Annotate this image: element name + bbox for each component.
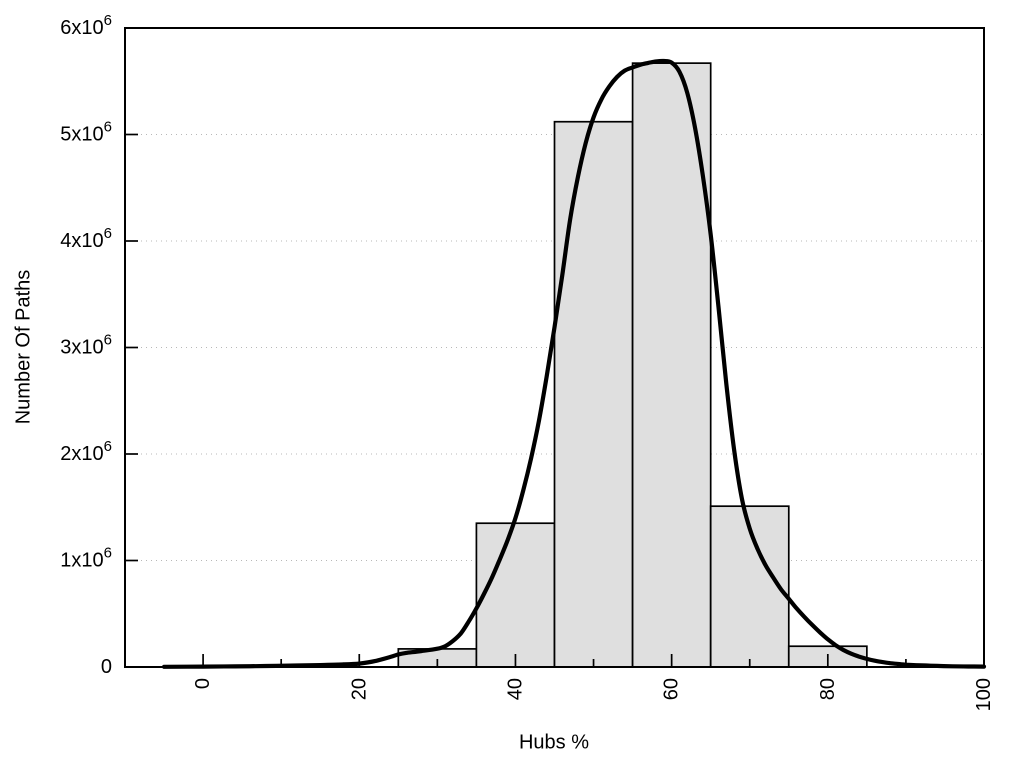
y-tick-label: 0 [101, 656, 112, 678]
x-axis-title: Hubs % [518, 731, 590, 754]
y-tick-label: 1x106 [60, 544, 112, 572]
x-tick-label: 100 [973, 678, 995, 711]
histogram-bar [631, 62, 712, 668]
y-axis-title: Number Of Paths [12, 269, 35, 425]
histogram-bar [553, 120, 634, 668]
x-tick-label: 20 [348, 678, 370, 700]
x-tick-label: 60 [661, 678, 683, 700]
x-tick-label: 40 [504, 678, 526, 700]
y-tick-label: 2x106 [60, 438, 112, 466]
y-tick-label: 6x106 [60, 12, 112, 40]
histogram-bar [475, 522, 556, 668]
y-tick-label: 4x106 [60, 225, 112, 253]
x-tick-label: 0 [192, 678, 214, 689]
fit-curve [161, 58, 987, 669]
x-tick-label: 80 [817, 678, 839, 700]
y-tick-label: 3x106 [60, 331, 112, 359]
y-tick-label: 5x106 [60, 118, 112, 146]
